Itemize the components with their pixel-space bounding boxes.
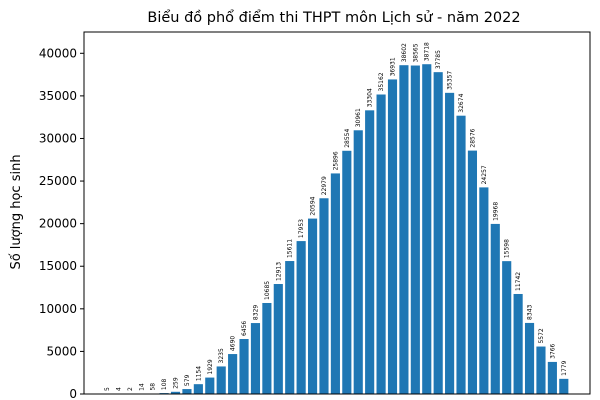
bar-data-label: 1929 xyxy=(207,359,214,374)
plot-frame xyxy=(83,31,591,395)
bar-data-label: 36931 xyxy=(390,57,397,76)
bar-data-label: 15598 xyxy=(504,239,511,258)
bar xyxy=(467,150,478,394)
bar-data-label: 19968 xyxy=(492,202,499,221)
bar-data-label: 20594 xyxy=(310,196,317,215)
bar xyxy=(239,339,249,394)
bar-data-label: 38602 xyxy=(401,43,408,62)
y-axis: 0 5000 10000 15000 20000 25000 30000 35000 40000 xyxy=(39,46,84,400)
bar xyxy=(502,261,512,394)
bar-data-label: 3235 xyxy=(218,348,225,363)
bar xyxy=(216,366,226,394)
bar xyxy=(365,110,375,395)
bar xyxy=(170,391,181,394)
bar-data-label: 28554 xyxy=(344,129,351,148)
bar xyxy=(193,384,203,394)
bar xyxy=(285,261,295,394)
bar-data-label: 35357 xyxy=(447,71,454,90)
y-tick-label: 5000 xyxy=(46,344,77,358)
bar xyxy=(559,378,569,394)
bar xyxy=(262,302,272,394)
bar-data-label: 2 xyxy=(127,387,134,391)
bar xyxy=(182,389,192,394)
bar-data-label: 8343 xyxy=(527,304,534,319)
bar xyxy=(422,64,432,394)
bar-data-label: 4690 xyxy=(230,336,237,351)
bar-data-label: 14 xyxy=(138,383,145,391)
y-tick-label: 40000 xyxy=(39,46,77,60)
bar xyxy=(250,323,261,394)
bar-data-label: 11742 xyxy=(515,272,522,291)
y-axis-title: Số lượng học sinh xyxy=(9,154,24,269)
bar xyxy=(456,115,466,394)
bar xyxy=(273,284,283,394)
bar xyxy=(524,322,535,394)
bar xyxy=(353,130,363,394)
bar-data-label: 35162 xyxy=(378,72,385,91)
bar-data-label: 259 xyxy=(173,377,180,389)
bar-data-label: 108 xyxy=(161,378,168,390)
bar-data-label: 33304 xyxy=(367,88,374,107)
bar-data-label: 22979 xyxy=(321,176,328,195)
bar-data-label: 3766 xyxy=(549,343,556,358)
y-tick-label: 10000 xyxy=(39,302,77,316)
bar-data-label: 58 xyxy=(150,383,157,391)
y-tick-label: 35000 xyxy=(39,89,77,103)
bar xyxy=(479,187,489,394)
bar xyxy=(319,198,329,394)
bar xyxy=(410,65,420,395)
bar xyxy=(228,354,238,394)
bar-data-label: 32674 xyxy=(458,93,465,112)
bar xyxy=(296,241,306,394)
bar-labels-layer: 5 4 2 14 58 108 259 579 1154 1929 3235 4690 6456 8329… xyxy=(104,42,568,391)
bar-data-label: 25896 xyxy=(332,151,339,170)
bar-data-label: 37785 xyxy=(435,50,442,69)
bar-data-label: 5 xyxy=(104,387,111,391)
y-tick-label: 15000 xyxy=(39,259,77,273)
chart-title: Biểu đồ phổ điểm thi THPT môn Lịch sử - … xyxy=(147,9,520,26)
bars-layer xyxy=(102,64,569,395)
bar xyxy=(490,223,500,394)
y-tick-label: 25000 xyxy=(39,174,77,188)
bar xyxy=(205,377,215,394)
bar xyxy=(433,72,443,394)
bar xyxy=(342,150,352,394)
bar-data-label: 8329 xyxy=(252,305,259,320)
bar xyxy=(536,346,546,394)
y-tick-label: 20000 xyxy=(39,217,77,231)
bar-data-label: 579 xyxy=(184,374,191,386)
bar-data-label: 6456 xyxy=(241,321,248,336)
y-tick-label: 0 xyxy=(69,387,77,400)
bar xyxy=(387,79,398,394)
bar-data-label: 28576 xyxy=(469,128,476,147)
bar-data-label: 17953 xyxy=(298,219,305,238)
bar-data-label: 12913 xyxy=(275,262,282,281)
bar xyxy=(399,65,409,395)
bar-data-label: 24257 xyxy=(481,165,488,184)
bar-data-label: 5572 xyxy=(538,328,545,343)
bar-data-label: 4 xyxy=(115,387,122,391)
bar-data-label: 30961 xyxy=(355,108,362,127)
bar-data-label: 10685 xyxy=(264,281,271,300)
bar-data-label: 1779 xyxy=(561,360,568,375)
bar-data-label: 38565 xyxy=(412,43,419,62)
bar xyxy=(513,293,523,394)
bar xyxy=(445,92,455,394)
bar xyxy=(547,361,557,394)
bar xyxy=(330,173,340,394)
bar xyxy=(376,94,386,394)
bar-data-label: 1154 xyxy=(195,366,202,381)
bar xyxy=(307,218,318,394)
bar-data-label: 38718 xyxy=(424,42,431,61)
bar-data-label: 15611 xyxy=(287,239,294,258)
y-tick-label: 30000 xyxy=(39,131,77,145)
